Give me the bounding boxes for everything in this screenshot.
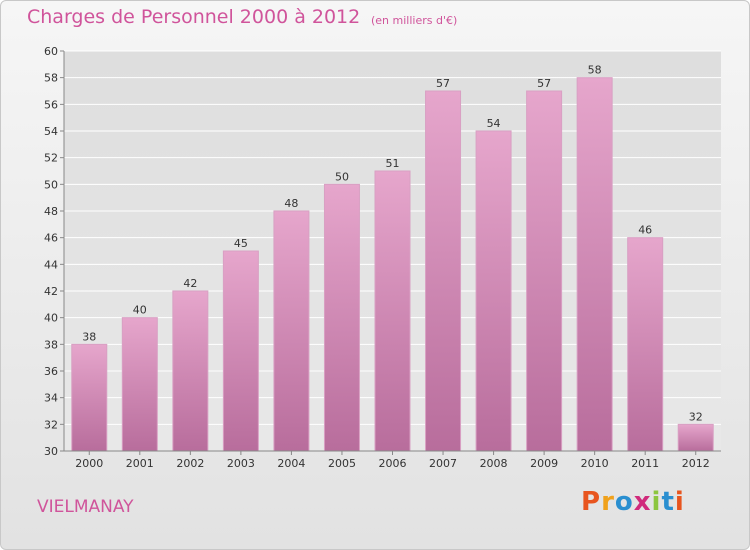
x-tick-label: 2004 [277, 457, 305, 470]
bar-value-label: 46 [638, 224, 652, 237]
commune-name: VIELMANAY [37, 497, 134, 517]
logo-letter: i [651, 487, 662, 517]
bar-value-label: 57 [537, 77, 551, 90]
logo-letter: t [661, 487, 675, 517]
x-tick-label: 2006 [379, 457, 407, 470]
bar-2006 [374, 170, 411, 452]
bar-value-label: 58 [588, 64, 602, 77]
y-tick-label: 60 [44, 45, 58, 58]
bar-value-label: 48 [284, 197, 298, 210]
y-tick-label: 52 [44, 152, 58, 165]
bar-value-label: 54 [487, 117, 501, 130]
bar-2009 [526, 90, 563, 452]
x-tick-label: 2001 [126, 457, 154, 470]
y-tick-label: 34 [44, 392, 58, 405]
bar-value-label: 45 [234, 237, 248, 250]
y-tick-label: 50 [44, 178, 58, 191]
bars: 38 40 42 45 48 50 51 57 54 57 58 46 32 [71, 64, 714, 452]
proxiti-logo: Proxiti [581, 487, 685, 517]
x-tick-label: 2003 [227, 457, 255, 470]
bar-value-label: 51 [386, 157, 400, 170]
x-axis: 2000 2001 2002 2003 2004 2005 2006 2007 2008 2009… [64, 450, 721, 470]
bar-2001 [121, 317, 158, 452]
chart-title: Charges de Personnel 2000 à 2012 [27, 6, 361, 28]
y-axis: 30 32 34 36 38 40 42 44 46 48 50 52 54 56 58 60 [44, 45, 65, 458]
x-tick-label: 2002 [176, 457, 204, 470]
x-tick-label: 2011 [631, 457, 659, 470]
x-tick-label: 2007 [429, 457, 457, 470]
bar-2010 [576, 77, 613, 452]
bar-2007 [425, 90, 462, 452]
y-tick-label: 40 [44, 312, 58, 325]
logo-letter: o [614, 487, 634, 517]
x-tick-label: 2008 [480, 457, 508, 470]
bar-value-label: 42 [183, 277, 197, 290]
chart-subtitle: (en milliers d'€) [371, 14, 458, 27]
bar-2002 [172, 290, 209, 452]
logo-letter: x [633, 487, 652, 517]
bar-2012 [677, 423, 714, 452]
y-tick-label: 48 [44, 205, 58, 218]
y-tick-label: 44 [44, 258, 58, 271]
y-tick-label: 54 [44, 125, 58, 138]
bar-value-label: 50 [335, 170, 349, 183]
bar-2005 [323, 183, 360, 452]
x-tick-label: 2010 [581, 457, 609, 470]
logo-letter: P [581, 487, 602, 517]
bar-2000 [71, 343, 108, 452]
x-tick-label: 2005 [328, 457, 356, 470]
bar-value-label: 40 [133, 304, 147, 317]
bar-2004 [273, 210, 310, 452]
y-tick-label: 38 [44, 338, 58, 351]
bar-2003 [222, 250, 259, 452]
bar-value-label: 38 [82, 330, 96, 343]
x-tick-label: 2009 [530, 457, 558, 470]
logo-letter: i [674, 487, 685, 517]
bar-2008 [475, 130, 512, 452]
logo-letter: r [601, 487, 615, 517]
y-tick-label: 42 [44, 285, 58, 298]
y-tick-label: 36 [44, 365, 58, 378]
x-tick-label: 2012 [682, 457, 710, 470]
bar-2011 [627, 237, 664, 452]
bar-value-label: 57 [436, 77, 450, 90]
y-tick-label: 30 [44, 445, 58, 458]
y-tick-label: 58 [44, 72, 58, 85]
y-tick-label: 56 [44, 98, 58, 111]
y-tick-label: 46 [44, 232, 58, 245]
x-tick-label: 2000 [75, 457, 103, 470]
y-tick-label: 32 [44, 418, 58, 431]
bar-value-label: 32 [689, 410, 703, 423]
